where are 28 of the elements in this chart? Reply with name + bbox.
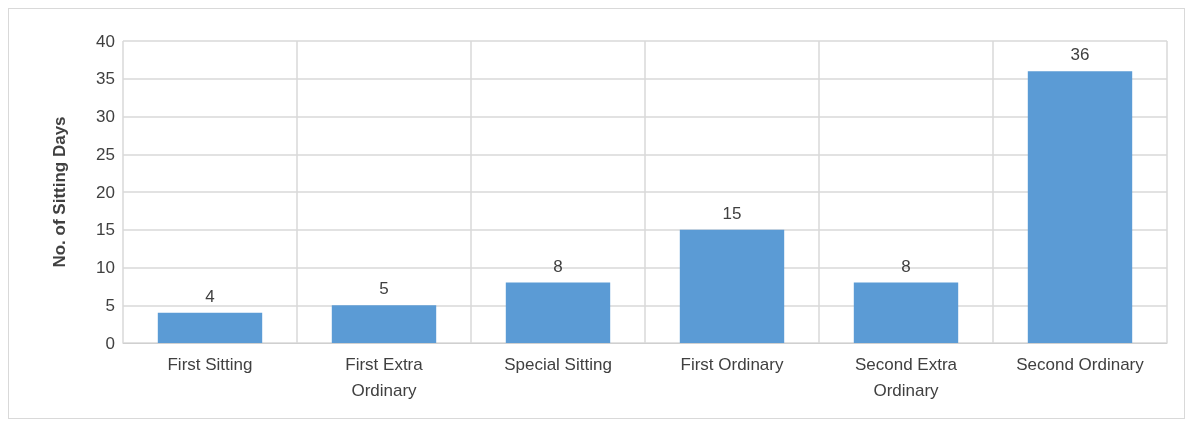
y-tick-label: 5 <box>105 295 115 315</box>
y-tick-label: 25 <box>96 144 115 164</box>
y-tick-label: 0 <box>105 333 115 353</box>
x-tick-label: First Extra Ordinary <box>345 354 424 400</box>
data-label: 8 <box>901 256 911 276</box>
x-tick-label: Second Extra Ordinary <box>854 354 958 400</box>
bar <box>331 305 437 343</box>
y-tick-label: 15 <box>96 220 115 240</box>
bar <box>1027 71 1133 343</box>
bar <box>679 229 785 343</box>
x-tick-label: First Sitting <box>167 354 253 374</box>
y-axis-title: No. of Sitting Days <box>50 116 69 268</box>
y-tick-label: 40 <box>96 31 115 51</box>
y-tick-label: 35 <box>96 69 115 89</box>
bar <box>853 282 959 343</box>
x-tick-label: First Ordinary <box>680 354 784 374</box>
bar <box>157 312 263 343</box>
y-tick-label: 10 <box>96 258 115 277</box>
y-tick-label: 20 <box>96 182 115 202</box>
data-label: 4 <box>205 286 215 306</box>
x-tick-label: Special Sitting <box>504 354 612 374</box>
bar <box>505 282 611 343</box>
data-label: 5 <box>379 279 389 299</box>
data-label: 8 <box>553 256 563 276</box>
data-label: 36 <box>1070 45 1090 65</box>
y-tick-label: 30 <box>96 107 115 126</box>
x-tick-label: Second Ordinary <box>1016 354 1145 374</box>
data-label: 15 <box>722 203 742 223</box>
